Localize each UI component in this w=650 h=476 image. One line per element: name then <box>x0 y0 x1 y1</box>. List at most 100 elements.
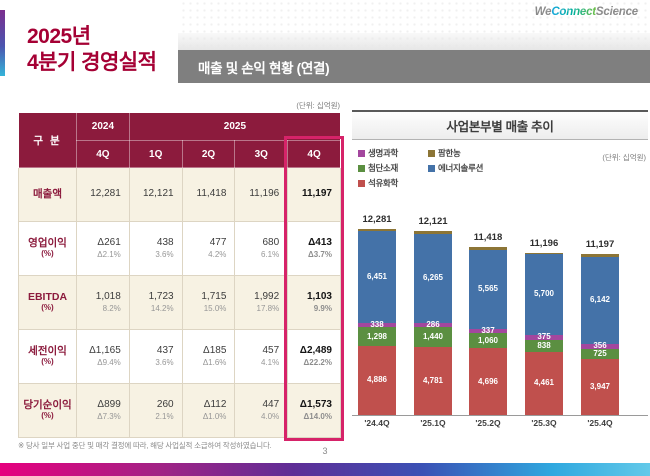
segment-value-label: 3,947 <box>589 382 611 392</box>
table-row: EBITDA (%) 1,018 8.2% 1,723 14.2% 1,715 15.0% 1,… <box>18 275 341 330</box>
bar-total-label: 12,281 <box>362 213 392 225</box>
legend-label: 석유화학 <box>368 178 399 188</box>
cell-value: 1,103 <box>306 291 332 303</box>
row-label-sub: (%) <box>41 411 54 421</box>
quarter-header: 4Q <box>287 140 341 168</box>
page-title-line2: 4분기 경영실적 <box>27 51 157 75</box>
cell-subvalue: Δ14.0% <box>303 411 332 421</box>
cell-value: 438 <box>156 237 174 249</box>
bar-total-label: 12,121 <box>418 215 448 227</box>
cell-subvalue: Δ9.4% <box>97 357 121 367</box>
segment-value-label: 356 <box>593 341 607 351</box>
value-cell: Δ899 Δ7.3% <box>76 383 130 438</box>
cell-value: Δ112 <box>203 399 227 411</box>
bar-segment-에너지솔루션: 5,565 <box>469 249 507 329</box>
segment-value-label: 4,696 <box>477 376 499 386</box>
company-logo: WeConnectScience <box>534 6 639 18</box>
bar-segment-석유화학: 4,696 <box>469 348 507 415</box>
segment-value-label: 337 <box>481 326 495 336</box>
cell-value: Δ185 <box>203 345 227 357</box>
value-cell: 11,196 <box>234 167 289 222</box>
bar-segment-석유화학: 4,886 <box>358 345 396 415</box>
cell-value: 11,418 <box>196 188 227 200</box>
cell-value: 1,992 <box>254 291 280 303</box>
legend-swatch <box>428 149 435 157</box>
value-cell: 1,992 17.8% <box>234 275 289 330</box>
bar-segment-첨단소재: 1,298 <box>358 327 396 346</box>
cell-subvalue: 4.2% <box>208 249 227 259</box>
value-cell: Δ261 Δ2.1% <box>76 221 130 276</box>
segment-value-label: 6,142 <box>589 295 611 305</box>
row-label-sub: (%) <box>41 303 54 313</box>
cell-subvalue: 2.1% <box>155 411 174 421</box>
year-header-2025: 2025 <box>128 112 341 141</box>
financial-table: 구 분 2024 2025 4Q 1Q 2Q 3Q 4Q 매출액 12,281 12,121… <box>18 112 341 438</box>
legend-label: 첨단소재 <box>368 163 399 173</box>
legend-item: 생명과학 <box>358 147 398 159</box>
legend-label: 생명과학 <box>368 148 399 158</box>
segment-value-label: 5,700 <box>533 289 555 299</box>
financial-table-wrap: 구 분 2024 2025 4Q 1Q 2Q 3Q 4Q 매출액 12,281 12,121… <box>18 112 344 441</box>
bar-segment-첨단소재: 838 <box>525 339 563 352</box>
cell-subvalue: 17.8% <box>256 303 280 313</box>
bar-total-label: 11,197 <box>585 239 615 251</box>
legend-swatch <box>428 164 435 172</box>
value-cell: 1,723 14.2% <box>128 275 183 330</box>
cell-subvalue: 15.0% <box>203 303 227 313</box>
value-cell: 437 3.6% <box>128 329 183 384</box>
row-label: 세전이익 (%) <box>18 329 77 384</box>
value-cell: 447 4.0% <box>234 383 289 438</box>
cell-subvalue: 6.1% <box>260 249 280 259</box>
value-cell: Δ2,489 Δ22.2% <box>287 329 341 384</box>
bar-total-label: 11,196 <box>529 237 559 249</box>
value-cell: 680 6.1% <box>234 221 289 276</box>
chart-unit-label: (단위: 십억원) <box>602 153 646 162</box>
cell-value: 12,281 <box>90 188 121 200</box>
cell-subvalue: 9.9% <box>313 303 332 313</box>
year-header-2024: 2024 <box>76 112 130 141</box>
table-row: 세전이익 (%) Δ1,165 Δ9.4% 437 3.6% Δ185 Δ1.6% 457 4.1… <box>18 329 341 384</box>
legend-item: 석유화학 <box>358 177 398 189</box>
bar-segment-에너지솔루션: 6,142 <box>581 256 619 344</box>
bar-segment-에너지솔루션: 5,700 <box>525 253 563 335</box>
logo-science: Science <box>595 6 638 18</box>
segment-value-label: 4,886 <box>366 375 388 385</box>
footer-gradient-bar <box>0 463 650 476</box>
cell-value: 11,196 <box>249 188 280 200</box>
cell-subvalue: Δ1.6% <box>202 357 227 367</box>
legend-swatch <box>358 164 365 172</box>
cell-value: 1,723 <box>148 291 174 303</box>
row-label-text: 매출액 <box>33 187 62 200</box>
chart-x-axis-labels: '24.4Q '25.1Q '25.2Q '25.3Q '25.4Q <box>352 418 648 432</box>
cell-value: 457 <box>262 345 280 357</box>
section-title-bar: 매출 및 손익 현황 (연결) <box>178 50 650 83</box>
chart-title-band: 사업본부별 매출 추이 <box>352 110 648 140</box>
cell-subvalue: Δ22.2% <box>303 357 332 367</box>
quarter-header: 1Q <box>128 140 183 168</box>
x-axis-label: '24.4Q <box>364 418 390 428</box>
bar-segment-첨단소재: 1,440 <box>414 326 452 348</box>
segment-value-label: 4,461 <box>533 378 555 388</box>
page-number: 3 <box>322 446 328 456</box>
value-cell: 438 3.6% <box>128 221 183 276</box>
segment-value-label: 6,265 <box>422 273 444 283</box>
value-cell: Δ413 Δ3.7% <box>287 221 341 276</box>
legend-label: 팜한농 <box>438 148 461 158</box>
bar-segment-생명과학: 356 <box>581 342 619 350</box>
value-cell: 457 4.1% <box>234 329 289 384</box>
cell-value: Δ261 <box>97 237 121 249</box>
cell-value: 11,197 <box>301 188 332 200</box>
logo-we: We <box>534 6 552 18</box>
cell-value: 447 <box>262 399 280 411</box>
bar-segment-에너지솔루션: 6,451 <box>358 231 396 323</box>
legend-swatch <box>358 149 365 157</box>
value-cell: Δ1,573 Δ14.0% <box>287 383 341 438</box>
segment-value-label: 6,451 <box>366 271 388 281</box>
table-unit-label: (단위: 십억원) <box>296 101 340 110</box>
row-label: 영업이익 (%) <box>18 221 77 276</box>
row-label-text: 세전이익 <box>28 344 67 357</box>
cell-value: Δ1,573 <box>299 399 332 411</box>
cell-value: 1,018 <box>95 291 121 303</box>
